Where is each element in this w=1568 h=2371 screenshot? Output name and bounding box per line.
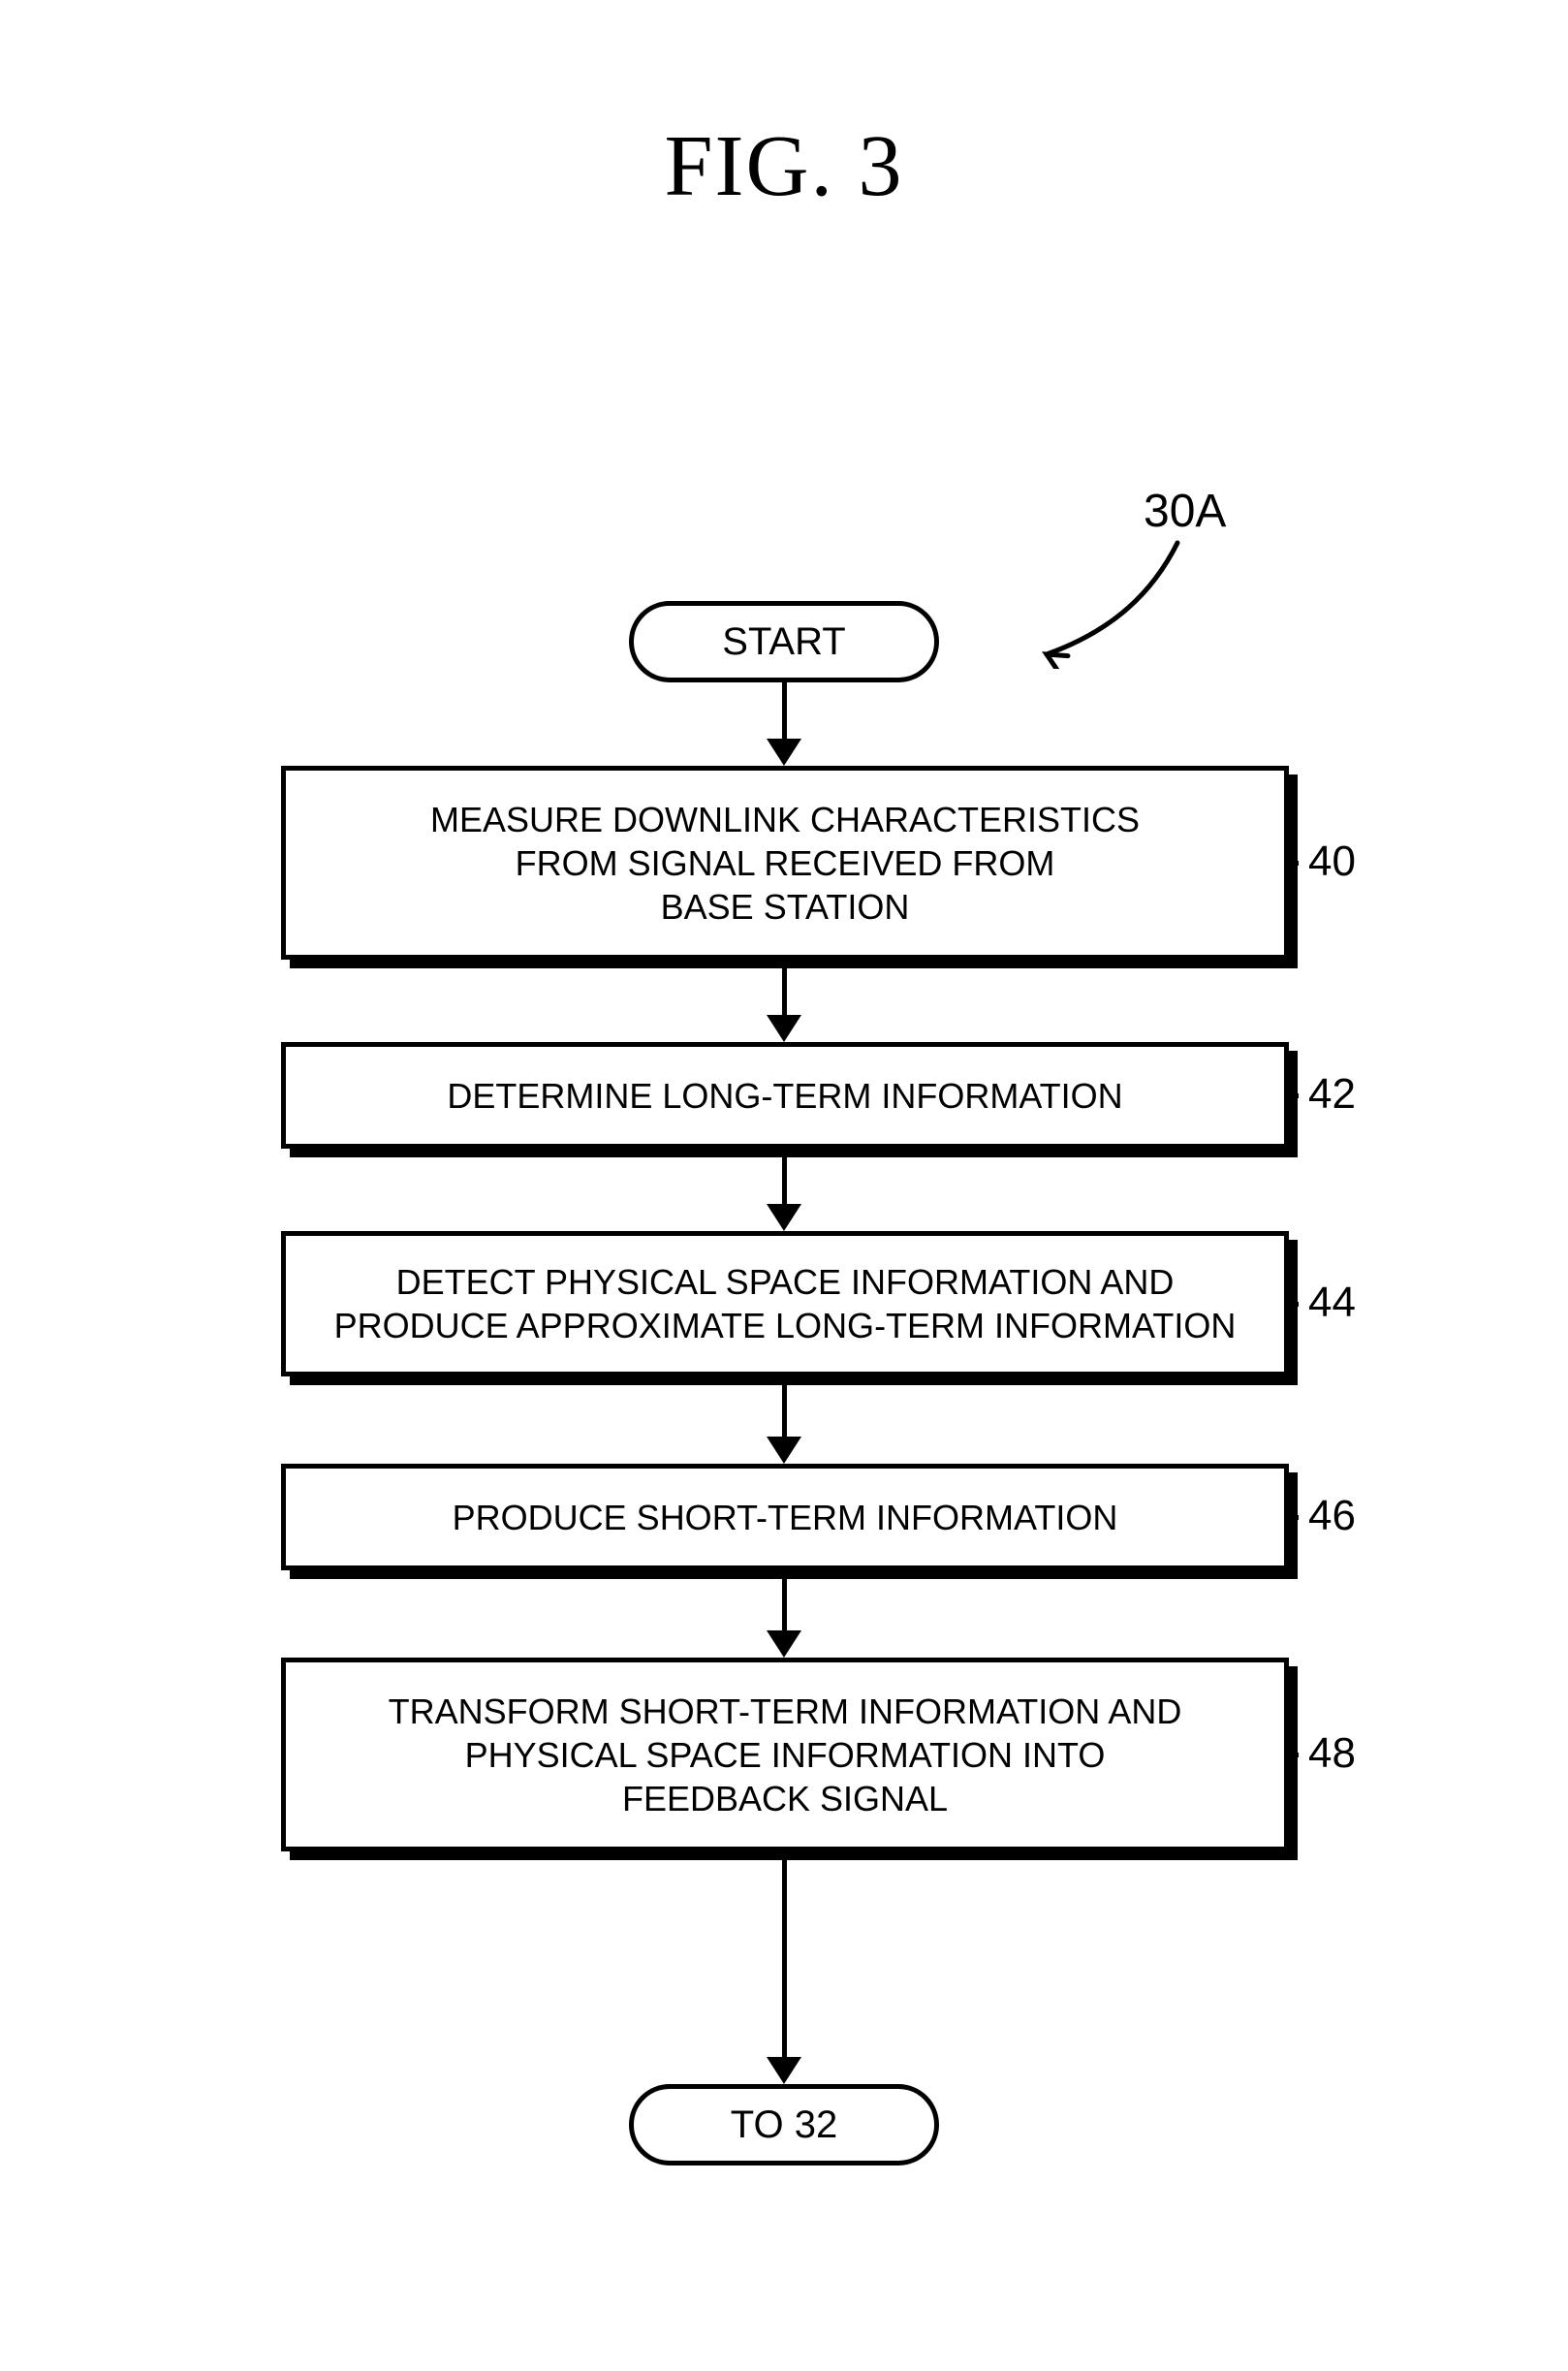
flow-arrow-head [767,1015,801,1042]
flow-arrow-line [782,1579,787,1630]
terminator-start: START [629,601,939,682]
flow-arrow-line [782,1385,787,1437]
step46-text: PRODUCE SHORT-TERM INFORMATION [299,1496,1270,1539]
figure-page: FIG. 3 30A START MEASURE DOWNLINK CHARACTER… [0,0,1568,2371]
step40-callout-line [1298,861,1299,866]
step48-callout: 48 [1308,1729,1356,1778]
step44-text: DETECT PHYSICAL SPACE INFORMATION ANDPRO… [299,1260,1270,1347]
flow-arrow-head [767,1437,801,1464]
step40-text: MEASURE DOWNLINK CHARACTERISTICSFROM SIG… [299,798,1270,929]
figure-title: FIG. 3 [0,116,1568,216]
step46-callout-line [1298,1515,1299,1520]
diagram-ref-label: 30A [1144,485,1226,538]
step44-callout: 44 [1308,1279,1356,1327]
step48-callout-line [1298,1753,1299,1757]
diagram-ref-pointer [1008,533,1221,669]
step44: DETECT PHYSICAL SPACE INFORMATION ANDPRO… [281,1231,1289,1376]
terminator-end: TO 32 [629,2084,939,2166]
flow-arrow-line [782,1860,787,2057]
flow-arrow-line [782,1157,787,1204]
flow-arrow-head [767,1630,801,1658]
step42-callout: 42 [1308,1070,1356,1119]
step42-text: DETERMINE LONG-TERM INFORMATION [299,1074,1270,1118]
step46-callout: 46 [1308,1492,1356,1540]
step42-callout-line [1298,1093,1299,1098]
flow-arrow-line [782,682,787,739]
flow-arrow-head [767,2057,801,2084]
step42: DETERMINE LONG-TERM INFORMATION [281,1042,1289,1149]
flow-arrow-head [767,1204,801,1231]
step44-callout-line [1298,1302,1299,1307]
flow-arrow-head [767,739,801,766]
flow-arrow-line [782,968,787,1015]
step48: TRANSFORM SHORT-TERM INFORMATION ANDPHYS… [281,1658,1289,1851]
step48-text: TRANSFORM SHORT-TERM INFORMATION ANDPHYS… [299,1690,1270,1820]
step46: PRODUCE SHORT-TERM INFORMATION [281,1464,1289,1570]
step40: MEASURE DOWNLINK CHARACTERISTICSFROM SIG… [281,766,1289,960]
step40-callout: 40 [1308,838,1356,886]
